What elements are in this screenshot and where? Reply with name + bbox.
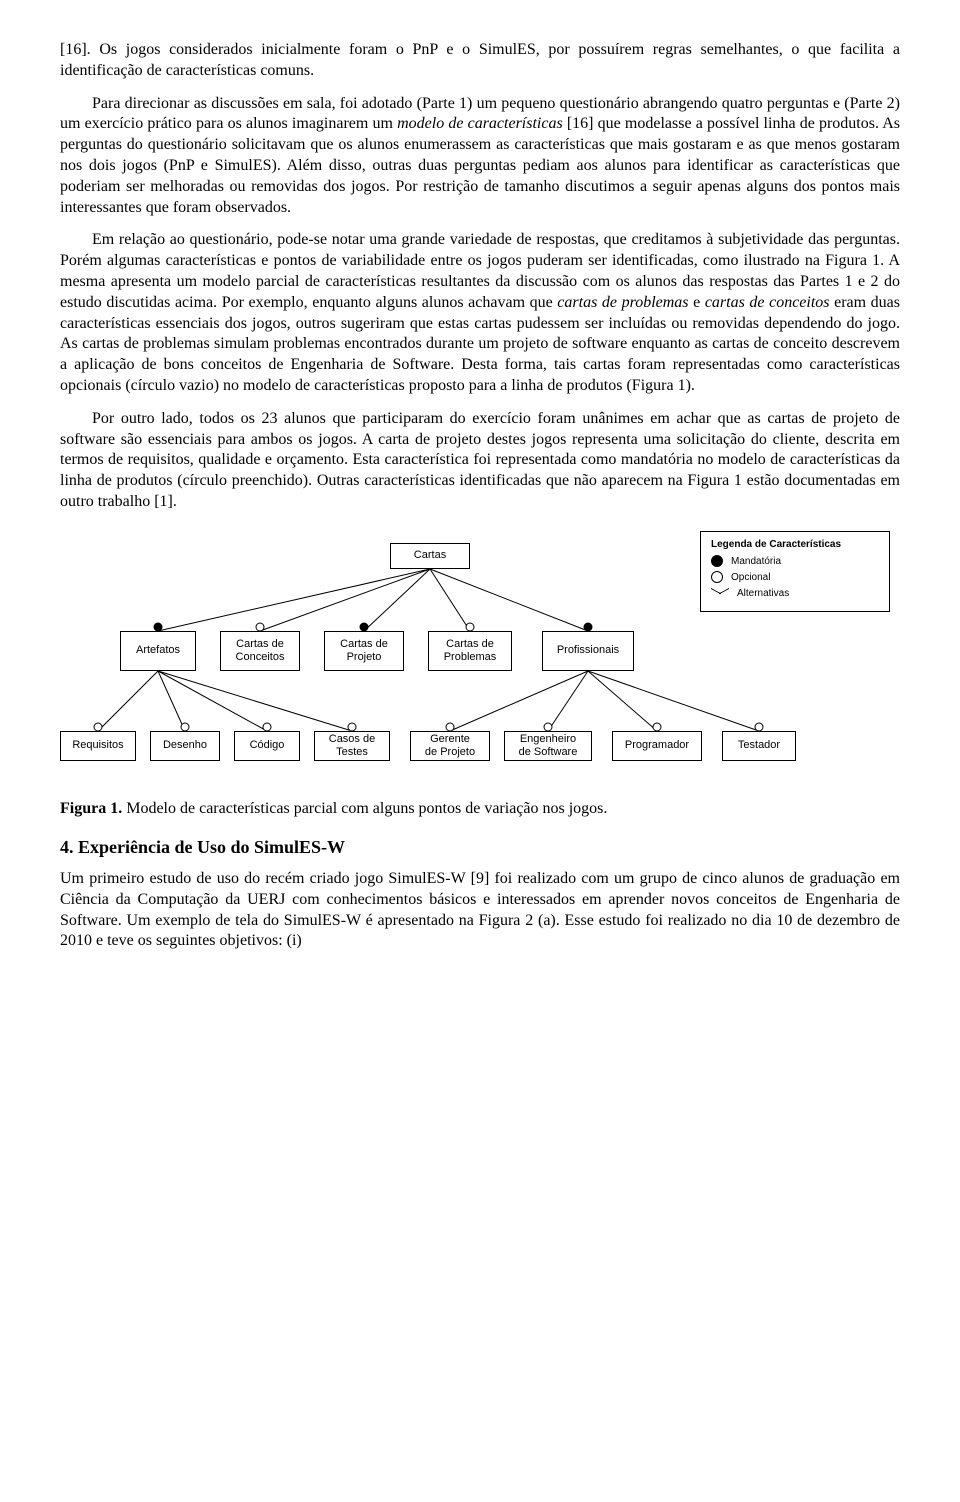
legend-box: Legenda de Características Mandatória Op…	[700, 531, 890, 612]
legend-title: Legenda de Características	[711, 538, 879, 551]
node-profissionais: Profissionais	[542, 631, 634, 671]
para2-italic: modelo de características	[397, 115, 563, 132]
section-4-heading: 4. Experiência de Uso do SimulES-W	[60, 836, 900, 859]
node-gerente: Gerente de Projeto	[410, 731, 490, 761]
legend-mandatory: Mandatória	[711, 555, 879, 568]
paragraph-4: Por outro lado, todos os 23 alunos que p…	[60, 409, 900, 513]
paragraph-3: Em relação ao questionário, pode-se nota…	[60, 230, 900, 396]
paragraph-2: Para direcionar as discussões em sala, f…	[60, 94, 900, 219]
node-testador: Testador	[722, 731, 796, 761]
figure-1-caption-text: Modelo de características parcial com al…	[122, 800, 607, 817]
legend-optional: Opcional	[711, 571, 879, 584]
para3-text-c: e	[689, 294, 705, 311]
node-desenho: Desenho	[150, 731, 220, 761]
node-problemas: Cartas de Problemas	[428, 631, 512, 671]
legend-optional-label: Opcional	[731, 571, 770, 584]
node-artefatos: Artefatos	[120, 631, 196, 671]
figure-1-caption: Figura 1. Modelo de características parc…	[60, 799, 900, 820]
node-engenheiro: Engenheiro de Software	[504, 731, 592, 761]
legend-alternatives-label: Alternativas	[737, 587, 789, 600]
alternatives-icon	[711, 588, 729, 598]
node-conceitos: Cartas de Conceitos	[220, 631, 300, 671]
legend-alternatives: Alternativas	[711, 587, 879, 600]
feature-model-diagram: Cartas Artefatos Cartas de Conceitos Car…	[60, 531, 900, 791]
node-requisitos: Requisitos	[60, 731, 136, 761]
para3-italic-2: cartas de conceitos	[705, 294, 830, 311]
filled-circle-icon	[711, 555, 723, 567]
para3-italic-1: cartas de problemas	[557, 294, 688, 311]
node-cartas: Cartas	[390, 543, 470, 569]
node-projeto: Cartas de Projeto	[324, 631, 404, 671]
node-programador: Programador	[612, 731, 702, 761]
paragraph-1: [16]. Os jogos considerados inicialmente…	[60, 40, 900, 82]
figure-1-label: Figura 1.	[60, 800, 122, 817]
paragraph-5: Um primeiro estudo de uso do recém criad…	[60, 869, 900, 952]
node-codigo: Código	[234, 731, 300, 761]
node-casostestes: Casos de Testes	[314, 731, 390, 761]
legend-mandatory-label: Mandatória	[731, 555, 781, 568]
open-circle-icon	[711, 571, 723, 583]
